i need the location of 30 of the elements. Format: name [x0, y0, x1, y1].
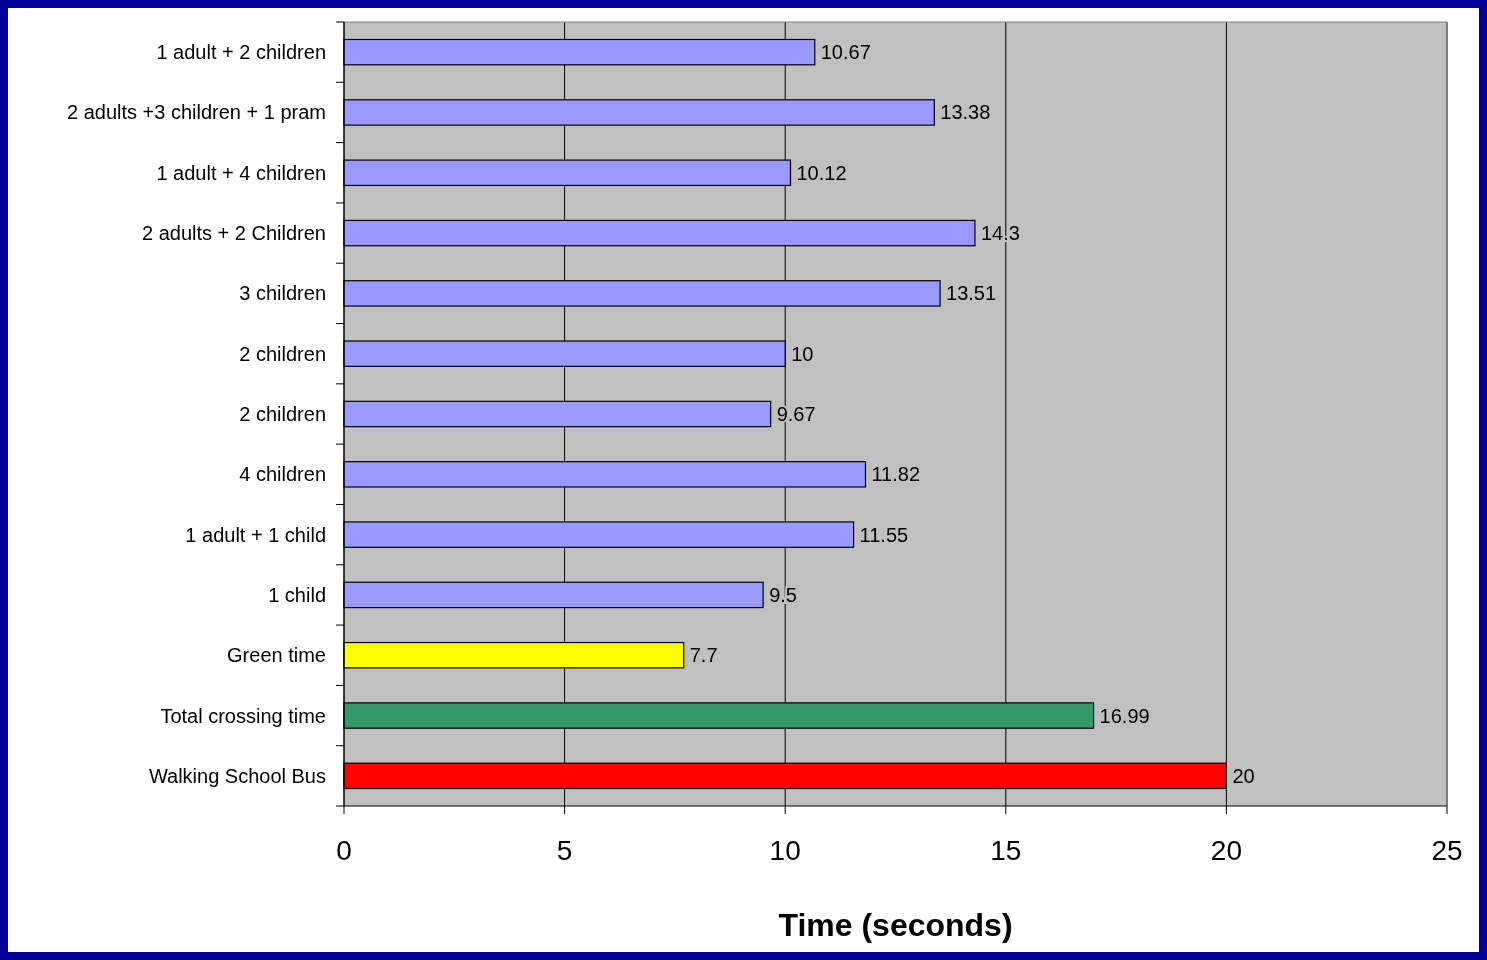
y-tick-label: 1 adult + 1 child: [185, 523, 326, 546]
x-tick-label: 15: [990, 835, 1022, 866]
y-tick-label: 3 children: [239, 282, 326, 305]
x-axis-title: Time (seconds): [778, 907, 1013, 943]
data-label: 7.7: [689, 644, 718, 667]
data-label: 16.99: [1099, 704, 1150, 727]
x-tick-label: 5: [556, 835, 573, 866]
y-tick-label: 4 children: [239, 463, 326, 486]
y-tick-label: 1 adult + 4 children: [156, 161, 326, 184]
x-tick-label: 20: [1210, 835, 1242, 866]
y-tick-label: Total crossing time: [160, 704, 326, 727]
x-tick-label: 10: [769, 835, 801, 866]
y-tick-label: 2 adults +3 children + 1 pram: [66, 101, 326, 124]
y-tick-label: 1 child: [268, 583, 326, 606]
y-tick-label: 2 children: [239, 403, 326, 425]
y-tick-label: Green time: [227, 644, 326, 667]
data-label: 20: [1232, 764, 1255, 787]
x-tick-label: 0: [336, 835, 352, 866]
y-tick-label: 1 adult + 2 children: [156, 41, 326, 64]
data-label: 11.82: [871, 463, 921, 486]
y-tick-label: 2 children: [239, 342, 326, 365]
x-tick-label: 25: [1431, 835, 1463, 866]
data-label: 13.51: [946, 282, 997, 305]
data-label: 13.38: [940, 101, 991, 124]
data-label: 10: [791, 342, 814, 365]
data-label: 11.55: [859, 523, 909, 546]
y-tick-label: 2 adults + 2 Children: [141, 222, 326, 245]
data-label: 10.12: [796, 161, 847, 184]
data-label: 10.67: [820, 41, 871, 64]
y-tick-label: Walking School Bus: [148, 764, 326, 787]
